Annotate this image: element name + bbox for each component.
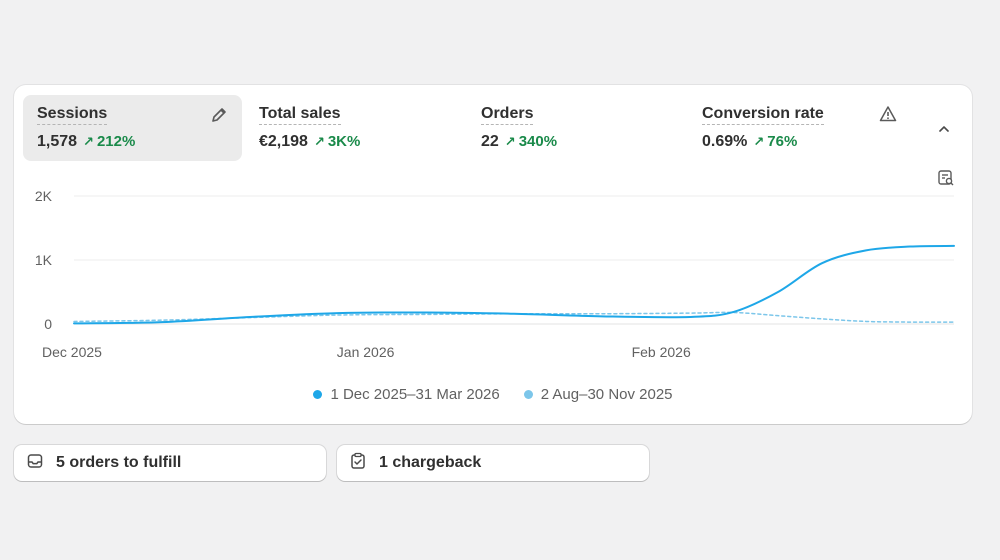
y-tick-label: 0 <box>44 316 52 332</box>
x-tick-label: Jan 2026 <box>337 344 395 360</box>
legend-label: 2 Aug–30 Nov 2025 <box>540 386 673 403</box>
x-tick-label: Feb 2026 <box>632 344 691 360</box>
change-value: 212% <box>96 133 136 150</box>
warning-icon[interactable] <box>876 102 900 126</box>
metric-label[interactable]: Total sales <box>259 105 341 125</box>
x-tick-label: Dec 2025 <box>42 344 102 360</box>
y-tick-label: 2K <box>35 188 53 204</box>
arrow-up-right-icon: ↗ <box>83 134 94 149</box>
y-tick-label: 1K <box>35 252 53 268</box>
chevron-up-icon[interactable] <box>932 117 956 141</box>
arrow-up-right-icon: ↗ <box>313 134 325 149</box>
metric-value: €2,198 <box>259 133 308 150</box>
metric-change: ↗ 3K% <box>314 133 360 151</box>
pencil-icon[interactable] <box>207 103 231 127</box>
change-value: 340% <box>518 133 558 150</box>
arrow-up-right-icon: ↗ <box>753 134 765 149</box>
metric-change: ↗ 340% <box>505 133 557 151</box>
metric-value: 0.69% <box>702 133 748 150</box>
legend-dot-icon <box>313 390 323 399</box>
metric-change: ↗ 76% <box>753 133 797 151</box>
metric-label[interactable]: Orders <box>481 105 534 125</box>
orders-to-fulfill-button[interactable]: 5 orders to fulfill <box>14 445 326 481</box>
legend-item-previous[interactable]: 2 Aug–30 Nov 2025 <box>523 386 673 403</box>
chart-search-icon[interactable] <box>934 166 958 190</box>
metric-sessions[interactable]: Sessions 1,578 ↗ 212% <box>23 95 242 161</box>
metric-label[interactable]: Sessions <box>37 105 108 125</box>
metric-label[interactable]: Conversion rate <box>702 105 824 125</box>
change-value: 3K% <box>327 133 361 150</box>
sessions-line-chart: 2K 1K 0 Dec 2025 Jan 2026 Feb 2026 <box>35 188 955 360</box>
analytics-card: Sessions 1,578 ↗ 212% Total sales €2,198… <box>14 85 972 424</box>
task-label: 1 chargeback <box>379 454 482 471</box>
chargeback-button[interactable]: 1 chargeback <box>337 445 649 481</box>
arrow-up-right-icon: ↗ <box>504 134 516 149</box>
metric-change: ↗ 212% <box>83 133 135 151</box>
series-line-current[interactable] <box>73 244 955 325</box>
task-label: 5 orders to fulfill <box>56 454 182 471</box>
chart-legend: 1 Dec 2025–31 Mar 2026 2 Aug–30 Nov 2025 <box>14 386 972 403</box>
legend-dot-icon <box>523 390 533 399</box>
metric-orders[interactable]: Orders 22 ↗ 340% <box>467 95 686 161</box>
metric-conversion-rate[interactable]: Conversion rate 0.69% ↗ 76% <box>688 95 907 161</box>
metric-total-sales[interactable]: Total sales €2,198 ↗ 3K% <box>245 95 464 161</box>
legend-item-current[interactable]: 1 Dec 2025–31 Mar 2026 <box>313 386 500 403</box>
inbox-icon <box>26 452 44 475</box>
legend-label: 1 Dec 2025–31 Mar 2026 <box>330 386 500 403</box>
metric-value: 22 <box>481 133 499 150</box>
clipboard-check-icon <box>349 452 367 475</box>
metric-value: 1,578 <box>37 133 78 150</box>
change-value: 76% <box>767 133 798 150</box>
